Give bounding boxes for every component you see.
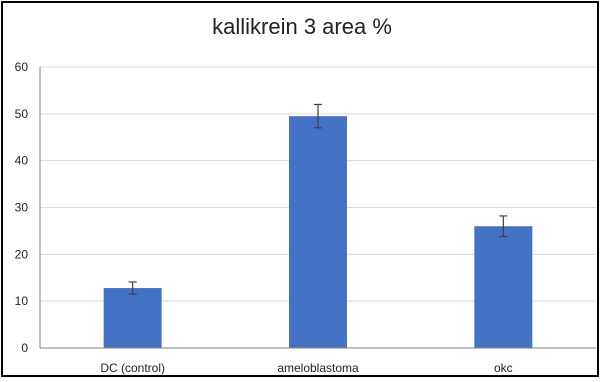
axes bbox=[39, 67, 596, 349]
bar bbox=[103, 288, 162, 348]
x-tick-label: ameloblastoma bbox=[277, 361, 359, 375]
y-tick-label: 10 bbox=[15, 294, 29, 308]
bars bbox=[103, 103, 533, 348]
bar bbox=[289, 116, 347, 348]
bar bbox=[474, 226, 533, 348]
y-tick-label: 40 bbox=[15, 154, 29, 168]
tick-labels: 0 10 20 30 40 50 60 DC (control) ameloblastoma ok… bbox=[15, 60, 513, 375]
y-tick-label: 20 bbox=[15, 247, 29, 261]
x-tick-label: okc bbox=[494, 361, 513, 375]
y-tick-label: 50 bbox=[15, 107, 29, 121]
y-tick-label: 30 bbox=[15, 201, 29, 215]
y-tick-label: 0 bbox=[21, 341, 28, 355]
x-tick-label: DC (control) bbox=[100, 361, 165, 375]
chart-title: kallikrein 3 area % bbox=[212, 14, 392, 39]
y-tick-label: 60 bbox=[15, 60, 29, 74]
